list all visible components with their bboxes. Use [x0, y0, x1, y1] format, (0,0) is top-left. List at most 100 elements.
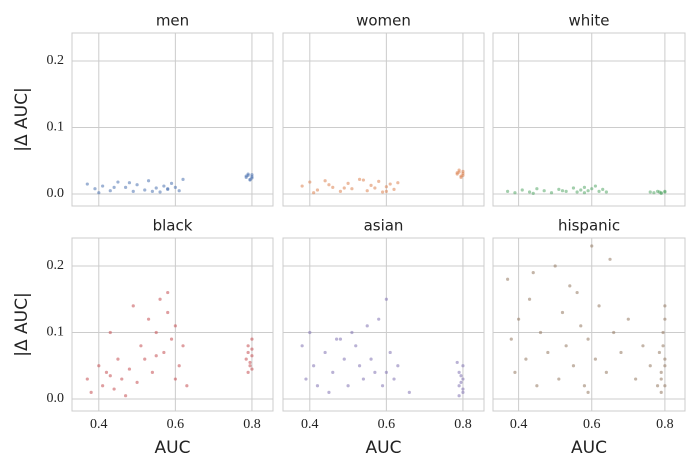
point [582, 384, 587, 388]
point [384, 189, 388, 193]
panel-frame [71, 237, 274, 412]
point [571, 186, 576, 190]
point [346, 384, 350, 388]
point [131, 189, 135, 193]
point [357, 177, 362, 181]
point [604, 370, 608, 375]
point [108, 189, 112, 193]
point [146, 317, 151, 321]
point [455, 171, 459, 175]
point [396, 181, 400, 185]
point [396, 364, 400, 368]
point [457, 384, 461, 388]
point [626, 317, 630, 321]
point [369, 183, 373, 187]
panel-frame [282, 237, 485, 412]
point [248, 364, 252, 368]
point [312, 191, 316, 195]
point [461, 169, 465, 173]
point [542, 189, 546, 193]
point [139, 344, 143, 348]
point [527, 297, 532, 301]
point [392, 377, 396, 381]
point [244, 357, 248, 361]
y-tick-label: 0.1 [47, 325, 65, 340]
point [85, 377, 89, 381]
y-tick-label: 0.2 [47, 258, 65, 273]
point [546, 350, 550, 355]
point [657, 190, 662, 194]
point [619, 350, 623, 355]
panel-title: white [568, 12, 609, 30]
point [655, 384, 660, 388]
point [579, 188, 583, 192]
point [455, 360, 459, 365]
point [380, 384, 385, 388]
point [97, 191, 101, 195]
x-tick-label: 0.4 [301, 417, 319, 432]
point [346, 181, 350, 185]
point [663, 189, 667, 193]
y-axis-label: |Δ AUC| [12, 292, 32, 356]
point [535, 384, 539, 388]
point [246, 172, 250, 176]
panel-frame [71, 32, 274, 207]
point [597, 304, 601, 308]
point [112, 185, 116, 189]
point [250, 173, 254, 177]
point [250, 176, 254, 180]
point [246, 344, 250, 348]
point [342, 357, 346, 361]
point [158, 297, 162, 301]
point [457, 168, 461, 172]
point [246, 370, 250, 375]
point [582, 191, 587, 195]
point [586, 189, 590, 193]
point [150, 189, 154, 193]
panel-title: hispanic [558, 217, 620, 235]
point [93, 187, 97, 191]
point [116, 180, 120, 184]
point [575, 190, 579, 194]
x-axis-label: AUC [155, 438, 191, 456]
y-tick-label: 0.1 [47, 120, 65, 135]
point [300, 184, 304, 188]
y-tick-label: 0.0 [47, 186, 65, 201]
point [538, 330, 543, 335]
point [459, 380, 463, 384]
point [659, 370, 663, 375]
point [557, 187, 561, 191]
point [250, 354, 254, 358]
point [250, 347, 254, 351]
y-tick-label: 0.0 [47, 391, 65, 406]
x-axis-label: AUC [571, 438, 607, 456]
point [535, 187, 539, 191]
point [461, 173, 465, 177]
point [116, 357, 120, 361]
point [582, 185, 587, 189]
point [97, 364, 101, 368]
point [652, 191, 656, 195]
x-tick-label: 0.8 [454, 417, 472, 432]
point [127, 367, 132, 371]
point [663, 304, 667, 308]
point [312, 364, 316, 368]
point [661, 330, 665, 335]
point [89, 390, 93, 394]
point [112, 387, 116, 391]
point [85, 182, 89, 186]
point [377, 317, 381, 321]
point [131, 304, 135, 308]
point [143, 188, 147, 192]
point [373, 186, 377, 190]
point [300, 344, 304, 348]
point [181, 177, 185, 181]
point [146, 179, 151, 183]
point [553, 264, 557, 268]
panel-title: asian [364, 217, 404, 235]
point [177, 364, 181, 368]
point [377, 179, 381, 183]
point [380, 190, 385, 194]
point [248, 360, 252, 365]
